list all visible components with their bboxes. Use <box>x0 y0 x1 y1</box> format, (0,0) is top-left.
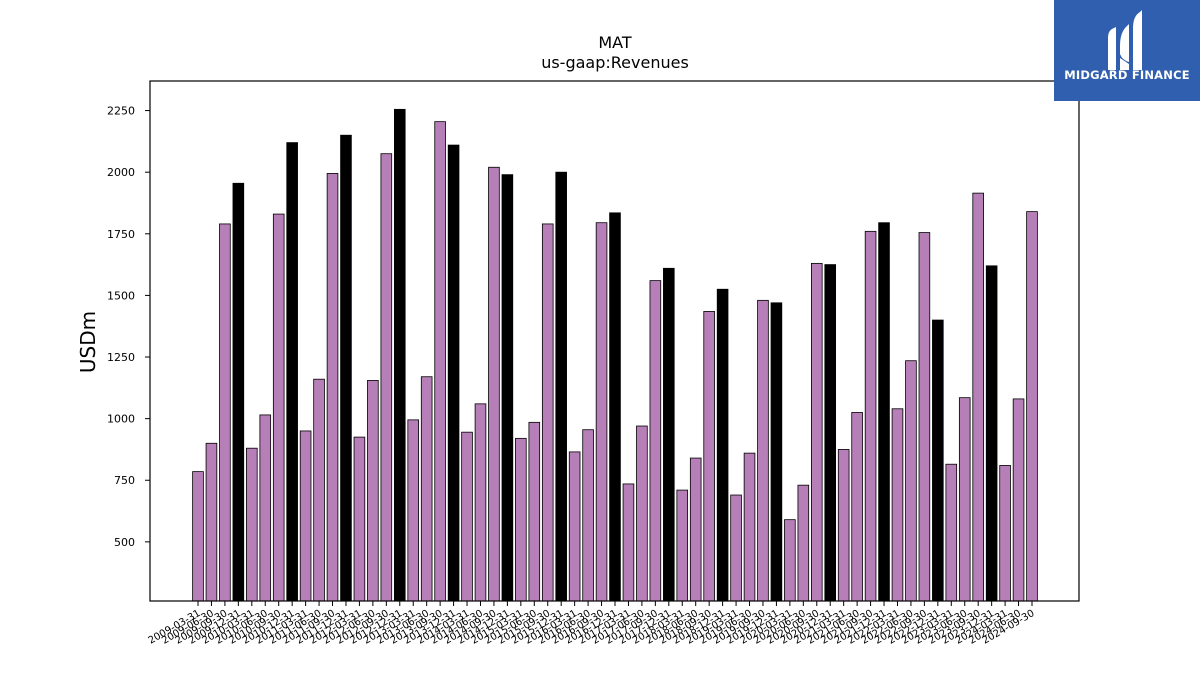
brand-name: MIDGARD FINANCE <box>1064 68 1190 82</box>
bar-2021-03-31 <box>837 449 850 602</box>
bar-2010-06-30 <box>259 414 272 602</box>
y-tick-label: 2000 <box>107 166 135 179</box>
y-tick-label: 1250 <box>107 351 135 364</box>
bar-2024-09-30 <box>1026 211 1038 602</box>
chart-subtitle: us-gaap:Revenues <box>541 53 689 72</box>
bar-2014-12-31 <box>501 174 514 602</box>
y-tick-label: 1000 <box>107 413 135 426</box>
bar-2013-09-30 <box>434 121 446 602</box>
x-axis: 2009-03-312009-06-302009-09-302009-12-31… <box>147 601 1037 647</box>
bar-2015-12-31 <box>555 171 567 602</box>
bar-2013-03-31 <box>407 419 420 602</box>
bar-2024-06-30 <box>1012 398 1025 602</box>
bar-2009-09-30 <box>219 223 231 602</box>
bar-2017-06-30 <box>636 425 648 602</box>
bar-2019-09-30 <box>757 299 769 602</box>
bar-2019-12-31 <box>770 302 783 602</box>
bar-2014-03-31 <box>461 431 473 602</box>
bar-2010-12-31 <box>286 142 298 602</box>
bar-2020-09-30 <box>810 262 823 602</box>
bar-2018-03-31 <box>676 489 689 602</box>
bar-2013-06-30 <box>420 376 433 602</box>
bar-2011-12-31 <box>340 134 352 602</box>
bar-2024-03-31 <box>999 465 1011 602</box>
bar-2018-12-31 <box>716 288 729 602</box>
bar-2020-03-31 <box>784 519 796 602</box>
bar-2014-06-30 <box>474 403 487 602</box>
bar-2011-09-30 <box>326 173 339 602</box>
bar-2009-06-30 <box>205 442 218 602</box>
bar-2010-03-31 <box>246 447 258 602</box>
bar-2022-09-30 <box>918 232 931 602</box>
y-tick-label: 750 <box>114 474 135 487</box>
y-tick-label: 2250 <box>107 105 135 118</box>
bar-2009-12-31 <box>232 182 245 602</box>
bar-2014-09-30 <box>488 166 500 602</box>
plot-frame <box>149 80 1080 602</box>
y-tick-label: 500 <box>114 536 135 549</box>
bar-2022-03-31 <box>891 408 904 602</box>
bar-2011-03-31 <box>299 430 312 602</box>
bar-2017-09-30 <box>649 280 662 602</box>
midgard-logo-icon <box>1108 10 1142 70</box>
bar-2023-03-31 <box>945 463 958 602</box>
bar-2020-12-31 <box>824 264 837 602</box>
bar-2023-12-31 <box>985 265 998 602</box>
y-tick-label: 1750 <box>107 228 135 241</box>
chart-title: MAT <box>598 33 632 52</box>
bar-2019-06-30 <box>743 452 756 602</box>
bar-2021-09-30 <box>864 230 877 602</box>
bar-2015-03-31 <box>515 437 527 602</box>
bar-2015-06-30 <box>528 421 541 602</box>
bar-2016-03-31 <box>568 451 581 602</box>
bar-2017-03-31 <box>622 483 635 602</box>
bar-2019-03-31 <box>730 494 742 602</box>
bar-2013-12-31 <box>447 144 460 602</box>
bar-2020-06-30 <box>797 484 810 602</box>
bar-2023-09-30 <box>972 192 984 602</box>
bar-2016-09-30 <box>595 222 608 602</box>
bar-2015-09-30 <box>541 223 554 602</box>
bar-2022-06-30 <box>905 360 917 602</box>
bar-2018-09-30 <box>703 311 715 602</box>
bar-2021-06-30 <box>851 412 863 602</box>
bar-2012-12-31 <box>393 108 406 602</box>
bar-2010-09-30 <box>272 213 285 602</box>
bar-2016-12-31 <box>609 212 621 602</box>
brand-logo: MIDGARD FINANCE <box>1054 0 1200 101</box>
bar-2023-06-30 <box>958 397 971 602</box>
bar-2012-03-31 <box>353 436 366 602</box>
bar-2012-09-30 <box>380 153 393 602</box>
bar-2021-12-31 <box>878 222 890 602</box>
bar-2012-06-30 <box>367 380 379 602</box>
bar-2018-06-30 <box>689 457 702 602</box>
bar-2009-03-31 <box>192 471 204 602</box>
bar-2017-12-31 <box>663 267 675 602</box>
bar-2011-06-30 <box>313 378 325 602</box>
bar-2016-06-30 <box>582 429 594 602</box>
bars-group <box>192 108 1038 602</box>
y-tick-label: 1500 <box>107 289 135 302</box>
y-axis-label: USDm <box>76 311 100 373</box>
y-axis: 500 750 1000 1250 1500 1750 2000 2250 <box>107 105 150 549</box>
bar-2022-12-31 <box>932 319 944 602</box>
